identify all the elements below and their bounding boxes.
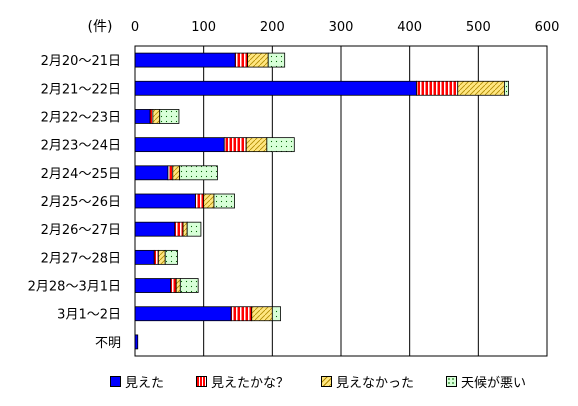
bar-segment-2 xyxy=(251,306,273,322)
bar-segment-2 xyxy=(457,80,505,96)
bar-segment-3 xyxy=(179,165,218,181)
bar-segment-1 xyxy=(174,221,184,237)
bar-segment-3 xyxy=(267,52,286,68)
bar-segment-1 xyxy=(230,306,253,322)
legend-item-0: 見えた xyxy=(110,372,164,391)
bar-segment-1 xyxy=(170,278,177,293)
bar-segment-0 xyxy=(134,109,151,124)
legend: 見えた 見えたかな？ 見えなかった 天候が悪い xyxy=(110,372,526,391)
bar-segment-3 xyxy=(164,249,178,265)
bar-segment-3 xyxy=(186,221,202,237)
category-label: 2月28～3月1日 xyxy=(28,280,121,295)
legend-swatch-1 xyxy=(196,376,208,387)
legend-label-2: 見えなかった xyxy=(336,376,415,391)
bar-segment-1 xyxy=(149,109,154,124)
category-label: 2月21～22日 xyxy=(41,82,121,97)
legend-item-1: 見えたかな？ xyxy=(196,372,289,391)
category-label: 2月23～24日 xyxy=(41,139,121,154)
bar-segment-0 xyxy=(134,137,225,153)
x-tick-label: 300 xyxy=(329,20,354,35)
category-label: 2月27～28日 xyxy=(41,251,121,266)
category-label: 2月24～25日 xyxy=(41,167,121,182)
bar-segment-0 xyxy=(134,52,236,68)
x-tick-label: 600 xyxy=(535,20,560,35)
x-tick-label: 0 xyxy=(131,20,139,35)
y-category-labels: 2月20～21日 2月21～22日 2月22～23日 2月23～24日 2月24～25日… xyxy=(28,54,121,351)
bar-segment-0 xyxy=(134,249,155,265)
plot-frame xyxy=(134,45,548,357)
x-tick-label: 500 xyxy=(466,20,491,35)
bar-segment-2 xyxy=(152,109,161,124)
unit-label: (件) xyxy=(88,19,113,35)
bar-segment-1 xyxy=(234,52,249,68)
bar-segment-0 xyxy=(134,221,176,237)
legend-label-3: 天候が悪い xyxy=(461,376,527,391)
bar-segment-3 xyxy=(159,109,180,124)
category-label: 3月1～2日 xyxy=(57,308,121,323)
bar-segment-1 xyxy=(167,165,174,181)
bar-segment-3 xyxy=(213,193,235,209)
bar-segment-1 xyxy=(195,193,205,209)
bar-segment-2 xyxy=(157,249,166,265)
bar-segment-2 xyxy=(203,193,215,209)
bar-segment-1 xyxy=(223,137,247,153)
bar-segment-0 xyxy=(134,80,417,96)
x-tick-label: 100 xyxy=(191,20,216,35)
bar-segment-2 xyxy=(175,278,181,293)
legend-swatch-3 xyxy=(446,376,458,387)
bar-segment-0 xyxy=(134,278,172,293)
bars xyxy=(134,52,509,350)
category-label: 2月20～21日 xyxy=(41,54,121,69)
bar-segment-1 xyxy=(416,80,459,96)
bar-segment-0 xyxy=(134,165,169,181)
category-label: 2月26～27日 xyxy=(41,223,121,238)
bar-segment-0 xyxy=(134,306,232,322)
x-tick-labels: 0 100 200 300 400 500 600 xyxy=(131,20,560,35)
category-label: 2月22～23日 xyxy=(41,110,121,125)
bar-segment-0 xyxy=(134,193,196,209)
bar-segment-3 xyxy=(266,137,295,153)
bar-segment-2 xyxy=(172,165,181,181)
x-tick-label: 400 xyxy=(397,20,422,35)
bar-segment-2 xyxy=(247,52,269,68)
bar-segment-2 xyxy=(182,221,188,237)
bar-segment-2 xyxy=(245,137,268,153)
legend-item-2: 見えなかった xyxy=(321,372,414,391)
gridlines xyxy=(203,46,479,356)
bar-segment-3 xyxy=(271,306,281,322)
legend-label-0: 見えた xyxy=(125,376,165,391)
bar-segment-3 xyxy=(504,80,509,96)
legend-swatch-2 xyxy=(321,376,333,387)
category-label: 2月25～26日 xyxy=(41,195,121,210)
legend-label-1: 見えたかな？ xyxy=(211,376,290,391)
legend-swatch-0 xyxy=(110,376,121,387)
bar-segment-3 xyxy=(179,278,199,293)
legend-item-3: 天候が悪い xyxy=(446,372,526,391)
category-label: 不明 xyxy=(95,336,121,351)
bar-segment-1 xyxy=(153,249,159,265)
x-tick-label: 200 xyxy=(260,20,285,35)
